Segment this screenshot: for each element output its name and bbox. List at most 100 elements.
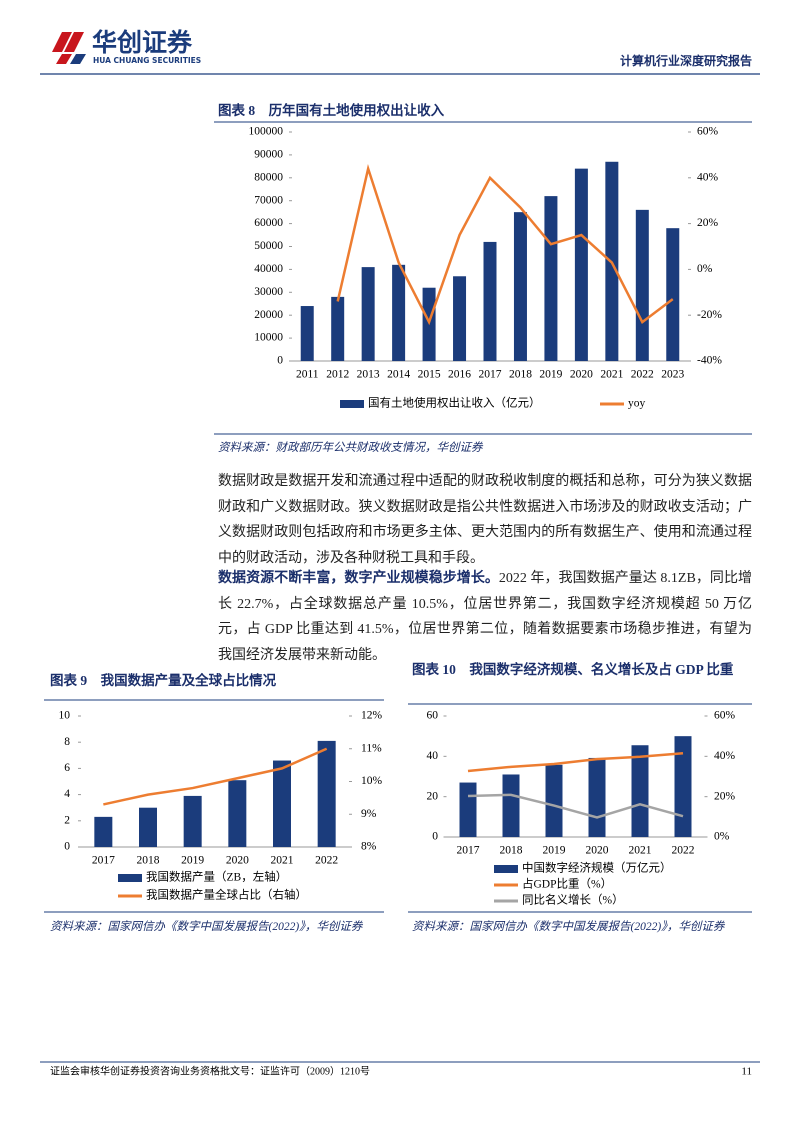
x-tick-label: 2021: [600, 369, 623, 381]
tick-label: 11%: [361, 742, 382, 754]
bar: [94, 816, 113, 847]
bar: [459, 782, 477, 837]
tick-label: 30000: [254, 286, 283, 298]
x-tick-label: 2013: [357, 369, 380, 381]
logo-mark: [52, 32, 72, 52]
tick-label: 8%: [361, 841, 377, 853]
logo-mark: [64, 32, 84, 52]
line: [467, 793, 684, 819]
logo-text: 华创证券: [92, 28, 193, 57]
tick-label: 90000: [254, 149, 283, 161]
tick-label: 8: [64, 736, 70, 748]
figure-title: 图表 8 历年国有土地使用权出让收入: [218, 103, 445, 118]
paragraph: 数据财政是数据开发和流通过程中适配的财政税收制度的概括和总称，可分为狭义数据财政…: [218, 469, 752, 571]
x-tick-label: 2020: [586, 845, 609, 857]
legend-label: 我国数据产量全球占比（右轴）: [146, 888, 307, 902]
report-type: 计算机行业深度研究报告: [620, 53, 752, 68]
x-tick-label: 2021: [629, 845, 652, 857]
x-tick-label: 2017: [457, 845, 480, 857]
paragraph: 数据资源不断丰富，数字产业规模稳步增长。2022 年，我国数据产量达 8.1ZB…: [218, 566, 752, 668]
legend-label: 我国数据产量（ZB，左轴）: [146, 870, 287, 884]
logo-mark: [70, 54, 86, 64]
legend-label: 同比名义增长（%）: [522, 893, 624, 907]
figure-title: 图表 9 我国数据产量及全球占比情况: [50, 673, 277, 688]
x-tick-label: 2017: [479, 369, 502, 381]
figure-source: 资料来源：国家网信办《数字中国发展报告(2022)》，华创证券: [50, 921, 363, 933]
tick-label: 60: [427, 710, 439, 722]
tick-label: 20%: [697, 217, 719, 229]
x-tick-label: 2019: [543, 845, 566, 857]
tick-label: 40: [427, 750, 439, 762]
legend-swatch: [340, 400, 364, 408]
tick-label: 80000: [254, 171, 283, 183]
x-tick-label: 2023: [661, 369, 684, 381]
tick-label: 60000: [254, 217, 283, 229]
x-tick-label: 2020: [570, 369, 593, 381]
legend-swatch: [494, 865, 518, 873]
tick-label: 0%: [714, 831, 730, 843]
footer-license: 证监会审核华创证券投资咨询业务资格批文号：证监许可（2009）1210号: [50, 1064, 370, 1077]
bar: [300, 306, 314, 361]
x-tick-label: 2018: [137, 855, 160, 867]
bar: [139, 807, 157, 847]
bar: [588, 757, 606, 837]
x-tick-label: 2012: [326, 369, 349, 381]
bar: [631, 745, 649, 837]
tick-label: 40%: [714, 750, 736, 762]
tick-label: 40000: [254, 263, 283, 275]
paragraph-text: 2022 年，我国数据产量达 8.1ZB，同比增长 22.7%，占全球数据总产量…: [218, 571, 753, 663]
bar: [392, 264, 406, 361]
legend-label: 占GDP比重（%）: [522, 877, 612, 891]
bar: [544, 196, 558, 361]
line: [336, 163, 674, 326]
paragraph-text: 数据财政是数据开发和流通过程中适配的财政税收制度的概括和总称，可分为狭义数据财政…: [218, 474, 752, 566]
x-tick-label: 2022: [631, 369, 654, 381]
x-tick-label: 2019: [539, 369, 562, 381]
logo-subtext: HUA CHUANG SECURITIES: [93, 56, 201, 65]
bar: [574, 168, 588, 361]
tick-label: 10%: [361, 775, 383, 787]
tick-label: 70000: [254, 194, 283, 206]
x-tick-label: 2018: [500, 845, 523, 857]
x-tick-label: 2020: [226, 855, 249, 867]
x-tick-label: 2022: [672, 845, 695, 857]
tick-label: -40%: [697, 355, 722, 367]
tick-label: 4: [64, 788, 70, 800]
bar: [674, 736, 692, 837]
tick-label: 0: [432, 831, 438, 843]
legend-label: 中国数字经济规模（万亿元）: [522, 861, 672, 875]
legend-swatch: [118, 874, 142, 882]
tick-label: 0: [277, 355, 283, 367]
paragraph-lead: 数据资源不断丰富，数字产业规模稳步增长。: [218, 571, 499, 586]
x-tick-label: 2017: [92, 855, 115, 867]
bar: [513, 212, 527, 361]
x-tick-label: 2016: [448, 369, 471, 381]
x-tick-label: 2019: [181, 855, 204, 867]
tick-label: 12%: [361, 710, 383, 722]
legend-label: 国有土地使用权出让收入（亿元）: [368, 396, 541, 410]
bar: [545, 764, 563, 837]
bar: [502, 774, 520, 837]
line: [103, 747, 328, 806]
line: [467, 752, 684, 773]
x-tick-label: 2015: [418, 369, 441, 381]
tick-label: 40%: [697, 171, 719, 183]
tick-label: 60%: [714, 710, 736, 722]
tick-label: 20: [427, 790, 439, 802]
tick-label: 100000: [249, 126, 284, 138]
tick-label: 0%: [697, 263, 713, 275]
logo-mark: [56, 54, 72, 64]
figure-title: 图表 10 我国数字经济规模、名义增长及占 GDP 比重: [412, 662, 734, 677]
figure-source: 资料来源：国家网信办《数字中国发展报告(2022)》，华创证券: [412, 921, 725, 933]
bar: [361, 267, 375, 361]
x-tick-label: 2022: [315, 855, 338, 867]
tick-label: 20%: [714, 790, 736, 802]
bar: [228, 780, 247, 847]
bar: [453, 276, 467, 361]
x-tick-label: 2018: [509, 369, 532, 381]
page-number: 11: [741, 1066, 752, 1078]
bar: [183, 795, 202, 847]
tick-label: 9%: [361, 808, 377, 820]
